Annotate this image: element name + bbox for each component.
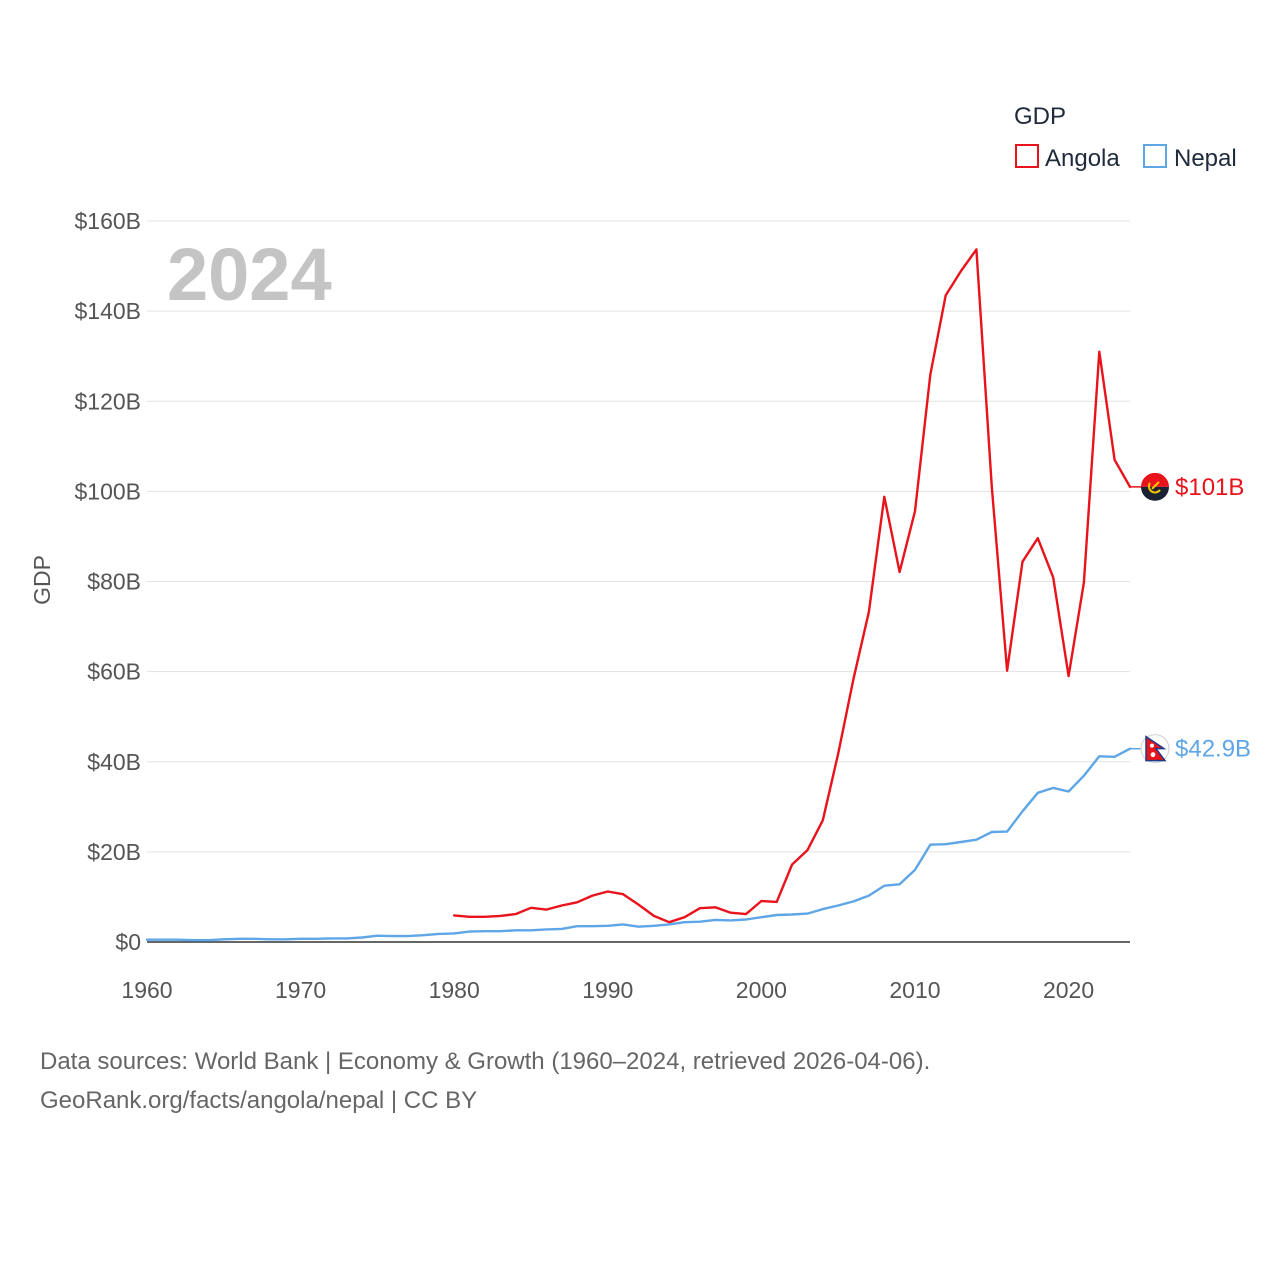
gdp-line-chart: GDP Angola Nepal GDP $0$20B$40B$60B$80B$…: [29, 103, 1251, 1003]
y-tick-label: $160B: [74, 208, 141, 234]
x-tick-label: 1980: [429, 977, 480, 1003]
credit-line[interactable]: GeoRank.org/facts/angola/nepal | CC BY: [40, 1087, 478, 1114]
y-tick-label: $60B: [87, 659, 141, 685]
y-tick-label: $100B: [74, 478, 141, 504]
y-tick-label: $120B: [74, 388, 141, 414]
x-axis-ticks: 1960 1970 1980 1990 2000 2010 2020: [121, 977, 1094, 1003]
gridlines: [147, 220, 1130, 943]
legend-label-angola[interactable]: Angola: [1045, 145, 1120, 172]
x-tick-label: 1960: [121, 977, 172, 1003]
legend-label-nepal[interactable]: Nepal: [1174, 145, 1237, 172]
y-axis-ticks: $0 $20B $40B $60B $80B $100B $120B $140B $160B: [74, 208, 141, 955]
series-line-nepal[interactable]: [145, 747, 1132, 942]
x-tick-label: 2010: [889, 977, 940, 1003]
y-tick-label: $140B: [74, 298, 141, 324]
nepal-flag-icon: [1140, 734, 1170, 764]
legend-title: GDP: [1014, 103, 1066, 130]
legend-swatch-nepal: [1143, 144, 1167, 168]
end-label-angola: $101B: [1175, 474, 1244, 501]
x-tick-label: 2000: [736, 977, 787, 1003]
source-notes: Data sources: World Bank | Economy & Gro…: [40, 1042, 1240, 1120]
series-end-markers: $101B $42.9B: [1130, 472, 1251, 764]
y-tick-label: $20B: [87, 839, 141, 865]
year-label: 2024: [167, 233, 332, 316]
x-tick-label: 1990: [582, 977, 633, 1003]
y-axis-title: GDP: [29, 555, 55, 605]
legend: GDP Angola Nepal: [1014, 103, 1237, 172]
angola-flag-icon: [1141, 472, 1169, 501]
y-tick-label: $0: [115, 929, 141, 955]
series-line-angola[interactable]: [453, 248, 1132, 924]
y-tick-label: $80B: [87, 569, 141, 595]
x-tick-label: 1970: [275, 977, 326, 1003]
y-tick-label: $40B: [87, 749, 141, 775]
x-tick-label: 2020: [1043, 977, 1094, 1003]
legend-swatch-angola: [1015, 144, 1039, 168]
source-line: Data sources: World Bank | Economy & Gro…: [40, 1048, 931, 1075]
series-lines: [145, 248, 1132, 942]
end-label-nepal: $42.9B: [1175, 736, 1251, 763]
